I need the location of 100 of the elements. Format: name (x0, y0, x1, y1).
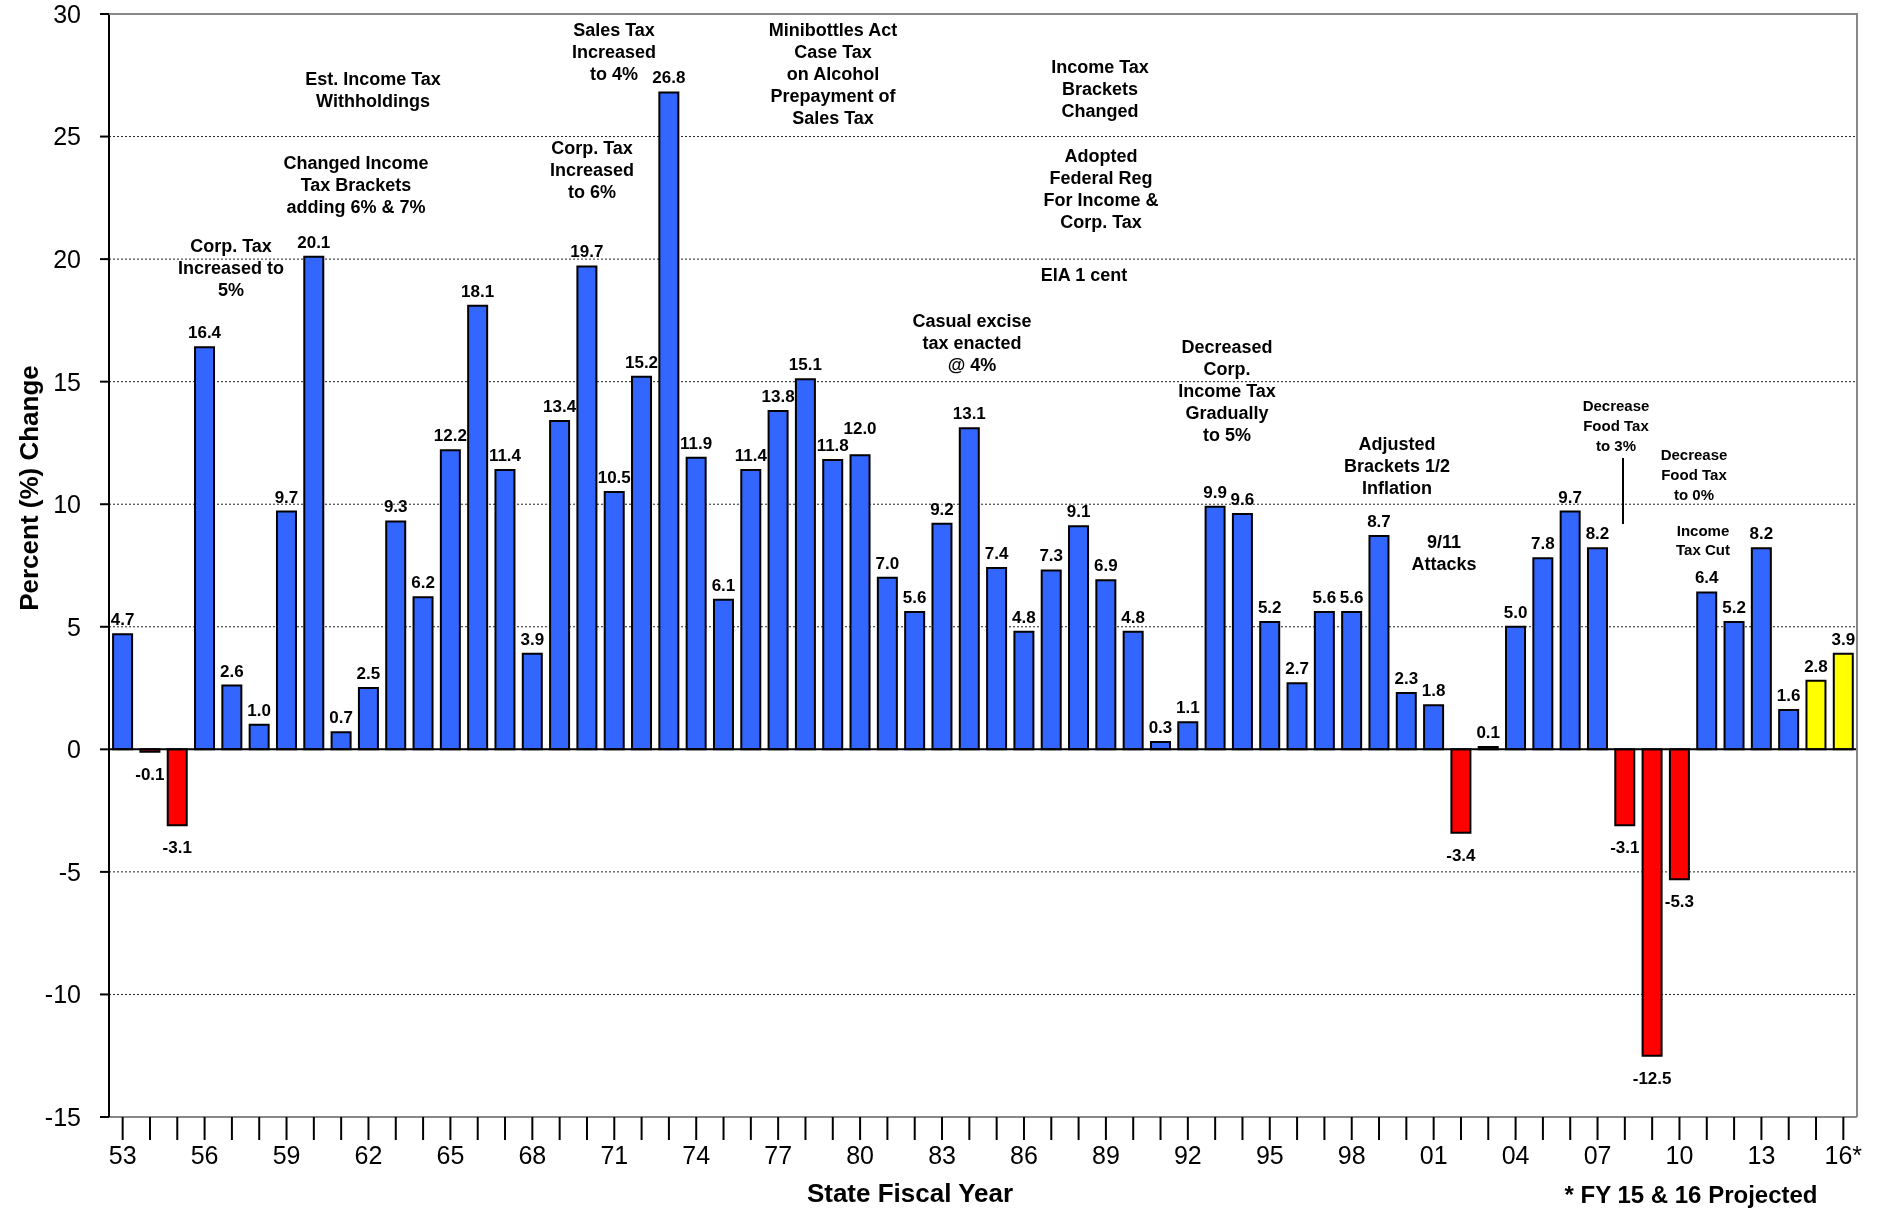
x-tick-label: 65 (436, 1140, 465, 1169)
data-label: 1.1 (1175, 698, 1200, 718)
data-label: 9.6 (1230, 490, 1255, 510)
annotation: EIA 1 cent (1040, 264, 1128, 286)
data-label: 6.1 (711, 575, 736, 595)
annotation: Minibottles Act Case Tax on Alcohol Prepayment of Sales Tax (768, 19, 898, 129)
x-tick-label: 80 (846, 1140, 874, 1169)
data-label: 2.5 (356, 664, 381, 684)
data-label: 0.3 (1148, 717, 1173, 737)
y-tick-label: 15 (53, 367, 81, 396)
x-axis-title: State Fiscal Year (806, 1178, 1014, 1208)
data-label: 1.8 (1421, 681, 1446, 701)
data-label: 6.4 (1694, 568, 1720, 588)
data-label: 0.1 (1476, 722, 1501, 742)
data-label: -5.3 (1664, 892, 1695, 912)
x-tick-label: 74 (682, 1140, 711, 1169)
data-label: 12.2 (433, 426, 467, 446)
y-tick-label: 25 (53, 122, 81, 151)
y-tick-label: -10 (44, 980, 81, 1009)
data-label: -12.5 (1632, 1068, 1672, 1088)
annotation: Income Tax Cut (1676, 520, 1730, 559)
data-label: 7.3 (1039, 546, 1064, 566)
annotation: Decreased Corp. Income Tax Gradually to 5% (1178, 336, 1276, 446)
x-tick-label: 71 (600, 1140, 629, 1169)
data-label: -3.4 (1446, 845, 1477, 865)
data-label: 9.9 (1203, 482, 1227, 502)
data-label: 18.1 (461, 281, 495, 301)
x-tick-label: 86 (1010, 1140, 1038, 1169)
data-label: 9.7 (1558, 487, 1582, 507)
data-label: 9.3 (383, 497, 408, 517)
data-label: 2.6 (220, 661, 244, 681)
data-label: 1.0 (247, 700, 271, 720)
x-tick-label: 92 (1173, 1140, 1202, 1169)
data-label: -3.1 (162, 838, 192, 858)
x-tick-label: 01 (1419, 1140, 1448, 1169)
data-label: 2.3 (1394, 668, 1419, 688)
data-label: -0.1 (135, 764, 165, 784)
data-label: 2.7 (1285, 659, 1309, 679)
data-label: 3.9 (520, 629, 545, 649)
data-label: 19.7 (570, 242, 604, 262)
annotation: Corp. Tax Increased to 6% (549, 137, 635, 203)
data-label: 15.2 (624, 352, 659, 372)
data-label: 4.8 (1012, 607, 1036, 627)
data-label: 8.2 (1585, 524, 1610, 544)
data-label: 5.6 (1312, 588, 1337, 608)
data-label: 13.4 (543, 396, 577, 416)
y-tick-label: 30 (53, 0, 81, 28)
data-label: 5.2 (1257, 597, 1282, 617)
data-label: 13.1 (952, 404, 986, 424)
data-label: 7.4 (984, 543, 1009, 563)
data-label: -3.1 (1610, 838, 1640, 858)
x-tick-label: 59 (272, 1140, 301, 1169)
x-tick-label: 62 (354, 1140, 383, 1169)
x-tick-label: 16* (1824, 1140, 1863, 1169)
annotation: Decrease Food Tax to 3% (1582, 396, 1650, 456)
annotation: Corp. Tax Increased to 5% (177, 235, 285, 301)
annotation: 9/11 Attacks (1411, 531, 1477, 575)
data-label: 16.4 (187, 323, 222, 343)
y-tick-label: -15 (44, 1102, 81, 1131)
y-tick-label: 0 (67, 735, 81, 764)
x-tick-label: 68 (518, 1140, 547, 1169)
data-label: 9.7 (274, 487, 299, 507)
y-axis-title: Percent (%) Change (14, 365, 44, 611)
data-label: 10.5 (597, 467, 631, 487)
data-label: 8.7 (1367, 512, 1391, 532)
data-label: 11.4 (734, 445, 768, 465)
data-label: 9.2 (930, 499, 954, 519)
x-tick-label: 04 (1501, 1140, 1530, 1169)
data-label: 2.8 (1804, 656, 1828, 676)
annotation: Casual excise tax enacted @ 4% (912, 310, 1032, 376)
data-label: 13.8 (761, 387, 795, 407)
y-tick-label: 10 (53, 490, 81, 519)
data-label: 1.6 (1776, 686, 1801, 706)
data-label: 5.6 (902, 588, 927, 608)
data-label: 6.9 (1094, 556, 1118, 576)
x-tick-label: 77 (764, 1140, 793, 1169)
y-tick-label: -5 (58, 857, 81, 886)
x-tick-label: 53 (108, 1140, 137, 1169)
annotation: Adopted Federal Reg For Income & Corp. Tax (1043, 145, 1159, 233)
x-tick-label: 56 (190, 1140, 219, 1169)
data-label: 8.2 (1749, 524, 1774, 544)
data-label: 5.0 (1503, 602, 1528, 622)
annotation: Adjusted Brackets 1/2 Inflation (1343, 433, 1451, 499)
data-label: 11.9 (680, 433, 713, 453)
x-tick-label: 89 (1092, 1140, 1120, 1169)
data-label: 12.0 (843, 419, 877, 439)
data-label: 5.2 (1722, 597, 1746, 617)
annotation: Decrease Food Tax to 0% (1660, 445, 1728, 505)
data-label: 0.7 (329, 708, 353, 728)
data-label: 15.1 (788, 355, 822, 375)
data-label: 7.0 (875, 553, 900, 573)
data-label: 5.6 (1339, 588, 1364, 608)
data-label: 6.2 (411, 573, 435, 593)
data-label: 20.1 (297, 232, 331, 252)
x-tick-label: 07 (1583, 1140, 1612, 1169)
data-label: 7.8 (1531, 534, 1555, 554)
data-label: 26.8 (652, 68, 686, 88)
data-label: 4.7 (110, 610, 135, 630)
annotation: Changed Income Tax Brackets adding 6% & 7% (283, 152, 429, 218)
x-tick-label: 98 (1337, 1140, 1366, 1169)
